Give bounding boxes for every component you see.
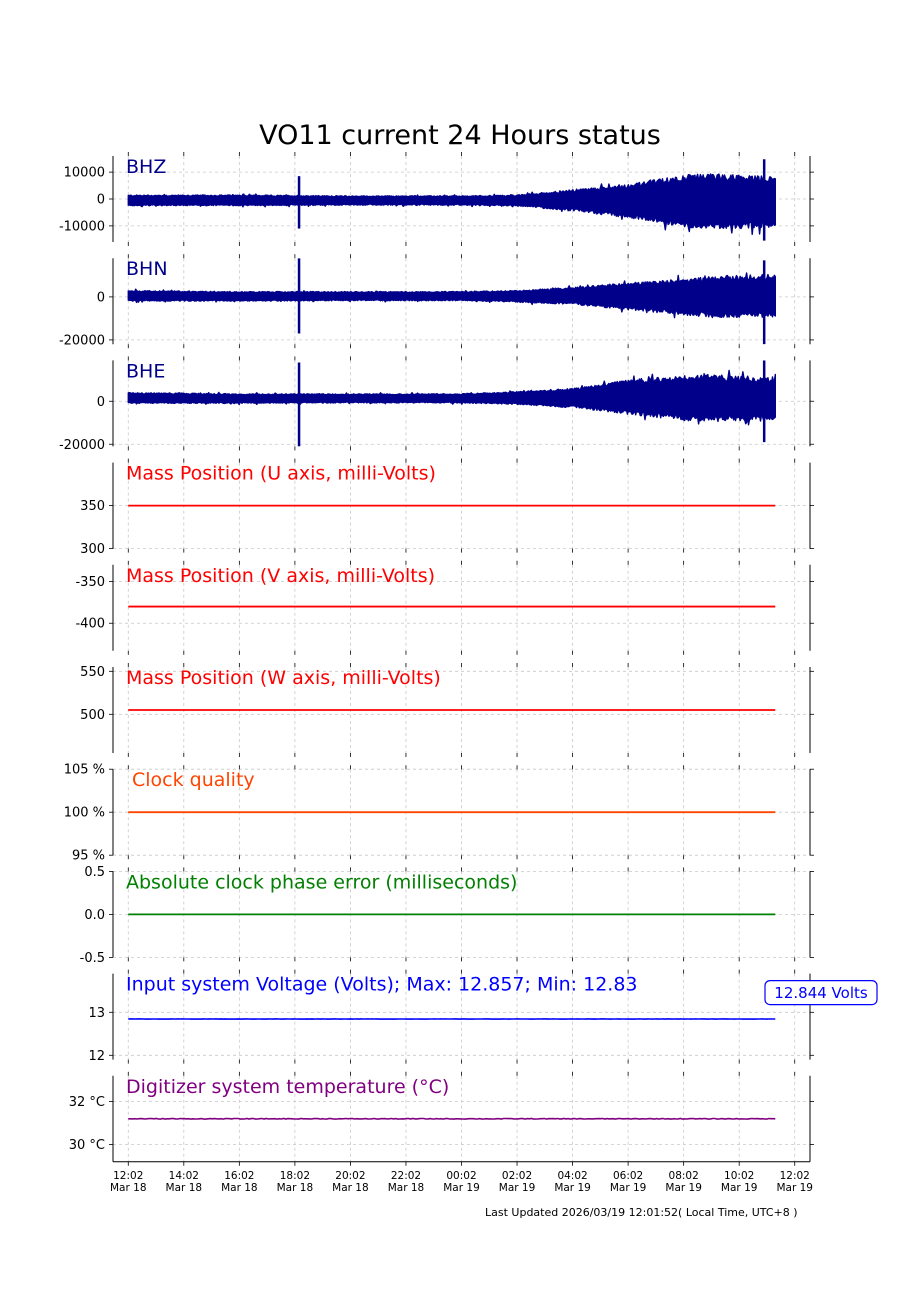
y-tick-label: 13 bbox=[88, 1006, 105, 1021]
y-tick-label: 550 bbox=[80, 665, 105, 680]
x-tick-label-date: Mar 19 bbox=[665, 1182, 702, 1194]
panel-7: 105 % 100 % 95 % Clock quality bbox=[64, 763, 814, 864]
x-tick-label-date: Mar 19 bbox=[610, 1182, 647, 1194]
y-tick-label: 95 % bbox=[72, 849, 105, 864]
x-tick-label-time: 12:02 bbox=[780, 1170, 810, 1182]
panel-3: 0 -20000 BHE bbox=[59, 356, 814, 453]
x-tick-label-date: Mar 19 bbox=[554, 1182, 591, 1194]
y-tick-label: 30 °C bbox=[69, 1138, 105, 1153]
x-tick-label-date: Mar 19 bbox=[776, 1182, 813, 1194]
panel-1: 10000 0 -10000 BHZ bbox=[59, 152, 814, 246]
x-tick-label-time: 20:02 bbox=[335, 1170, 365, 1182]
voltage-annotation-box bbox=[764, 979, 878, 1006]
x-tick-label-date: Mar 19 bbox=[721, 1182, 758, 1194]
y-tick-label: 105 % bbox=[64, 763, 105, 778]
x-tick-label-time: 08:02 bbox=[669, 1170, 699, 1182]
y-tick-label: 0.5 bbox=[84, 865, 105, 880]
x-tick-label-time: 14:02 bbox=[169, 1170, 199, 1182]
y-tick-label: 0 bbox=[97, 290, 105, 305]
panel-10: 32 °C 30 °C Digitizer system temperature (… bbox=[69, 1071, 814, 1166]
series-line bbox=[128, 1117, 776, 1120]
y-tick-label: 500 bbox=[80, 708, 105, 723]
y-tick-label: -0.5 bbox=[80, 951, 105, 966]
last-updated-text: Last Updated 2026/03/19 12:01:52( Local … bbox=[485, 1206, 798, 1219]
series-group bbox=[127, 159, 776, 241]
panel-title: Mass Position (U axis, milli-Volts) bbox=[126, 463, 436, 485]
waveform-trace bbox=[127, 369, 776, 426]
x-tick-label-date: Mar 18 bbox=[277, 1182, 314, 1194]
series-group bbox=[127, 258, 776, 345]
panel-6: 550 500 Mass Position (W axis, milli-Volts… bbox=[80, 663, 814, 757]
panel-2: 0 -20000 BHN bbox=[59, 254, 814, 348]
panel-4: 350 300 Mass Position (U axis, milli-Volts… bbox=[80, 458, 814, 557]
x-tick-label-date: Mar 18 bbox=[110, 1182, 147, 1194]
y-tick-label: -10000 bbox=[59, 219, 105, 234]
waveform-trace bbox=[127, 173, 776, 235]
panel-8: 0.5 0.0 -0.5 Absolute clock phase error (mi… bbox=[80, 865, 814, 966]
x-tick-label-time: 10:02 bbox=[724, 1170, 754, 1182]
x-tick-label-date: Mar 19 bbox=[499, 1182, 536, 1194]
y-tick-label: 32 °C bbox=[69, 1095, 105, 1110]
voltage-annotation-label: 12.844 Volts bbox=[774, 984, 868, 1002]
x-tick-label-date: Mar 19 bbox=[443, 1182, 480, 1194]
panel-title: Mass Position (V axis, milli-Volts) bbox=[126, 565, 435, 587]
y-tick-label: 0 bbox=[97, 395, 105, 410]
panel-title: Mass Position (W axis, milli-Volts) bbox=[126, 667, 441, 689]
panel-title: Absolute clock phase error (milliseconds… bbox=[126, 871, 517, 893]
panel-title: Clock quality bbox=[132, 769, 255, 791]
x-tick-label-date: Mar 18 bbox=[388, 1182, 425, 1194]
x-tick-label-time: 04:02 bbox=[557, 1170, 587, 1182]
chart-title: VO11 current 24 Hours status bbox=[259, 120, 661, 151]
y-tick-label: 100 % bbox=[64, 806, 105, 821]
y-tick-label: 10000 bbox=[64, 166, 105, 181]
panel-title: BHE bbox=[126, 360, 165, 382]
y-tick-label: -350 bbox=[75, 575, 105, 590]
x-tick-label-date: Mar 18 bbox=[166, 1182, 203, 1194]
y-tick-label: 300 bbox=[80, 542, 105, 557]
x-tick-label-time: 16:02 bbox=[224, 1170, 254, 1182]
x-tick-label-time: 06:02 bbox=[613, 1170, 643, 1182]
panel-title: Input system Voltage (Volts); Max: 12.85… bbox=[126, 974, 638, 996]
x-tick-label-time: 02:02 bbox=[502, 1170, 532, 1182]
panel-title: BHZ bbox=[126, 156, 166, 178]
x-tick-label-date: Mar 18 bbox=[221, 1182, 258, 1194]
y-tick-label: 350 bbox=[80, 499, 105, 514]
panel-title: BHN bbox=[126, 258, 168, 280]
y-tick-label: -20000 bbox=[59, 438, 105, 453]
panel-5: -350 -400 Mass Position (V axis, milli-Vol… bbox=[75, 560, 814, 655]
x-tick-label-date: Mar 18 bbox=[332, 1182, 369, 1194]
panel-title: Digitizer system temperature (°C) bbox=[126, 1076, 449, 1098]
y-tick-label: -20000 bbox=[59, 333, 105, 348]
x-tick-label-time: 12:02 bbox=[113, 1170, 143, 1182]
y-tick-label: 12 bbox=[88, 1049, 105, 1064]
y-tick-label: -400 bbox=[75, 617, 105, 632]
y-tick-label: 0.0 bbox=[84, 908, 105, 923]
panel-9: 13 12 Input system Voltage (Volts); Max: 1… bbox=[88, 969, 878, 1064]
y-tick-label: 0 bbox=[97, 193, 105, 208]
series-group bbox=[128, 1117, 776, 1120]
x-tick-label-time: 00:02 bbox=[446, 1170, 476, 1182]
series-group bbox=[127, 360, 776, 447]
x-tick-label-time: 18:02 bbox=[280, 1170, 310, 1182]
waveform-trace bbox=[127, 272, 776, 319]
x-tick-label-time: 22:02 bbox=[391, 1170, 421, 1182]
